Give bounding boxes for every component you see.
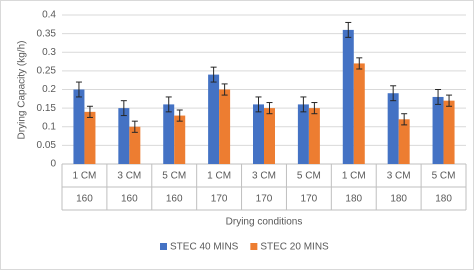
x-tick-label: 5 CM [432,171,456,182]
bar [264,108,275,164]
x-tick-label: 1 CM [342,171,366,182]
y-axis-title: Drying Capacity (kg/h) [17,41,28,140]
bar [353,63,365,164]
y-tick-label: 0.25 [37,66,57,77]
x-group-label: 170 [256,194,273,205]
bar [308,108,320,164]
bar [398,119,410,164]
x-tick-label: 5 CM [162,171,186,182]
bar [118,108,130,164]
x-group-label: 170 [301,194,318,205]
bar [297,104,309,164]
bar [129,126,141,164]
x-tick-label: 5 CM [297,171,321,182]
bar [387,93,399,164]
y-tick-label: 0.15 [37,103,57,114]
bar [219,89,231,164]
y-tick-label: 0.4 [42,10,56,21]
x-group-label: 180 [390,194,407,205]
bar [443,100,455,164]
y-tick-label: 0.35 [37,28,57,39]
y-tick-label: 0.3 [42,47,56,58]
bar [253,104,264,164]
x-group-label: 180 [435,194,452,205]
x-tick-label: 1 CM [72,171,96,182]
bar [174,115,186,164]
x-group-label: 170 [211,194,228,205]
bar [342,29,354,165]
x-group-label: 180 [345,194,362,205]
y-tick-label: 0.2 [42,84,56,95]
x-group-label: 160 [166,194,183,205]
bar [73,89,85,164]
y-tick-label: 0.05 [37,140,57,151]
legend-label: STEC 40 MINS [170,242,239,253]
y-tick-label: 0.1 [42,121,56,132]
legend-label: STEC 20 MINS [260,242,329,253]
legend-swatch [160,243,167,250]
x-tick-label: 3 CM [117,171,141,182]
x-tick-label: 3 CM [252,171,276,182]
x-tick-label: 3 CM [387,171,411,182]
x-group-label: 160 [121,194,138,205]
x-axis-title: Drying conditions [226,217,303,228]
x-tick-label: 1 CM [207,171,231,182]
bar [84,111,96,164]
bar [432,96,444,164]
y-tick-label: 0 [50,159,56,170]
bar [163,104,175,164]
legend-swatch [250,243,258,250]
bar [208,74,220,164]
x-group-label: 160 [76,194,93,205]
